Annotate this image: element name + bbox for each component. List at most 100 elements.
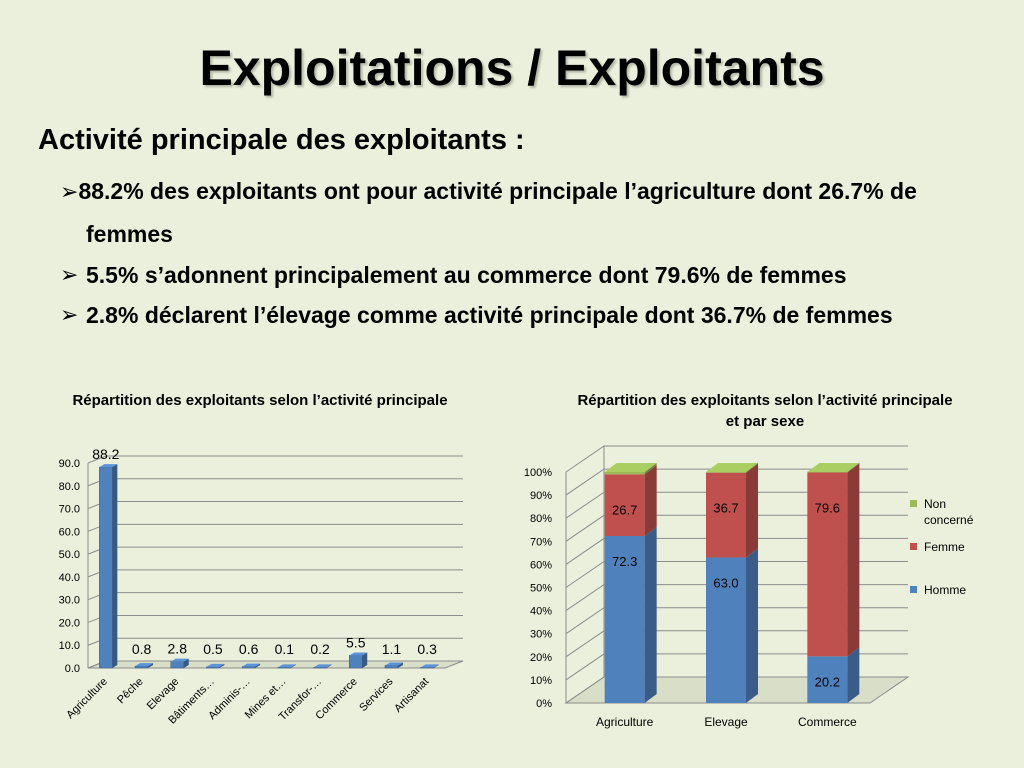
activity-bar-chart: 0.0 10.0 20.0 30.0 40.0 50.0 60.0 70.0 80.0 90.0 8…: [59, 446, 464, 726]
bullet-text: 88.2% des exploitants ont pour activité …: [78, 178, 917, 247]
chart2-bar-segment: [706, 471, 746, 473]
chart1-bar-top: [242, 663, 261, 667]
chart1-bar-side: [362, 652, 368, 668]
chart2-legend-swatch: [910, 586, 917, 593]
chart2-bar-side: [847, 647, 860, 703]
chart1-gridline: [87, 523, 463, 532]
chart1-y-tick: 50.0: [59, 549, 80, 561]
chart1-data-label: 0.1: [275, 641, 295, 657]
chart2-bar-top: [807, 463, 860, 472]
arrow-bullet-icon: ➢: [60, 262, 79, 287]
chart2-bar-top: [706, 463, 758, 472]
chart1-data-label: 5.5: [346, 634, 366, 650]
chart2-y-tick: 30%: [530, 629, 552, 641]
chart1-bar: [99, 466, 113, 669]
chart1-bar: [134, 665, 149, 669]
chart2-y-tick: 100%: [524, 467, 552, 479]
chart1-title: Répartition des exploitants selon l’acti…: [72, 392, 448, 409]
arrow-bullet-icon: ➢: [60, 302, 79, 327]
chart1-y-tick: 40.0: [59, 572, 80, 584]
chart2-bar-segment: [604, 474, 645, 536]
chart1-gridline: [87, 478, 463, 487]
chart2-bar-side: [644, 526, 657, 703]
chart1-bar-side: [148, 663, 154, 668]
chart1-x-tick: Services: [357, 675, 396, 714]
chart1-bar-top: [349, 652, 368, 656]
chart2-bar-side: [644, 463, 657, 475]
chart1-data-label: 0.5: [203, 641, 223, 657]
chart1-y-tick: 60.0: [59, 526, 80, 538]
chart2-gridline: [565, 676, 908, 704]
slide-subtitle: Activité principale des exploitants :: [38, 124, 525, 156]
sex-stacked-chart: 0% 10% 20% 30% 40% 50% 60% 70% 80% 90% 100% 72.3 26.…: [524, 445, 974, 729]
chart2-gridline: [565, 491, 908, 519]
chart1-data-label: 0.3: [417, 641, 437, 657]
slide-title: Exploitations / Exploitants: [199, 40, 825, 96]
chart1-bar: [241, 666, 256, 669]
chart2-y-tick: 90%: [530, 490, 552, 502]
chart2-bar-segment: [604, 472, 645, 475]
chart1-y-tick: 90.0: [59, 458, 80, 470]
chart1-bar-side: [112, 464, 118, 668]
chart2-x-tick: Agriculture: [596, 715, 654, 729]
chart1-data-label: 88.2: [92, 446, 119, 462]
chart1-y-tick: 20.0: [59, 617, 80, 629]
chart2-data-label: 26.7: [612, 502, 637, 517]
chart1-bar-top: [313, 664, 332, 668]
chart2-gridline: [565, 514, 908, 542]
arrow-bullet-icon: ➢: [60, 179, 79, 204]
chart1-x-tick: Pêche: [115, 676, 146, 707]
chart2-gridline: [565, 468, 908, 496]
chart1-bar-top: [170, 658, 189, 662]
bullet-item: ➢ 2.8% déclarent l’élevage comme activité…: [60, 295, 1010, 335]
chart2-y-tick: 10%: [530, 675, 552, 687]
chart1-gridline: [87, 455, 463, 464]
chart1-data-label: 0.2: [310, 641, 330, 657]
chart1-bar-top: [99, 464, 118, 468]
chart2-gridline: [565, 537, 908, 565]
chart1-bar-top: [420, 664, 439, 668]
chart1-bar-top: [277, 664, 296, 668]
chart1-gridline: [87, 592, 463, 601]
chart1-gridline: [87, 501, 463, 510]
chart2-gridline: [565, 653, 908, 681]
chart2-data-label: 36.7: [713, 501, 738, 516]
chart1-bar: [313, 667, 327, 669]
chart2-data-label: 72.3: [612, 554, 637, 569]
chart2-gridline: [565, 445, 908, 473]
chart2-y-tick: 50%: [530, 583, 552, 595]
chart2-bar-segment: [604, 535, 645, 703]
bullet-text: 5.5% s’adonnent principalement au commer…: [86, 262, 847, 288]
chart2-legend-label: Non concerné: [924, 497, 974, 527]
chart2-y-tick: 40%: [530, 606, 552, 618]
chart1-gridline: [87, 569, 463, 578]
chart1-bar-side: [219, 663, 225, 668]
chart2-y-tick: 0%: [536, 698, 552, 710]
chart1-bar-side: [290, 664, 296, 668]
chart1-gridline: [87, 546, 463, 555]
chart2-data-label: 20.2: [815, 674, 840, 689]
bullet-list: ➢88.2% des exploitants ont pour activité…: [60, 170, 1010, 335]
chart2-bar-side: [847, 463, 860, 657]
chart1-y-tick: 80.0: [59, 481, 80, 493]
chart1-bar: [170, 661, 184, 669]
chart2-x-tick: Commerce: [798, 715, 857, 729]
chart2-legend-swatch: [910, 500, 917, 507]
chart1-x-tick: Elevage: [145, 676, 182, 713]
chart2-y-tick: 60%: [530, 559, 552, 571]
chart2-y-tick: 70%: [530, 536, 552, 548]
chart1-bar: [384, 665, 399, 669]
chart1-bar-side: [326, 664, 332, 668]
chart1-bar: [206, 666, 220, 669]
chart1-y-tick: 0.0: [65, 663, 80, 675]
chart1-data-label: 0.6: [239, 641, 259, 657]
chart1-bar-top: [206, 663, 225, 667]
chart1-bar: [277, 667, 292, 669]
chart2-data-label: 79.6: [815, 500, 840, 515]
chart1-gridline: [87, 614, 463, 623]
chart2-y-tick: 80%: [530, 513, 552, 525]
chart1-y-tick: 10.0: [59, 640, 80, 652]
chart2-gridline: [565, 607, 908, 635]
chart2-bar-segment: [706, 472, 746, 558]
chart2-bar-side: [746, 463, 758, 558]
